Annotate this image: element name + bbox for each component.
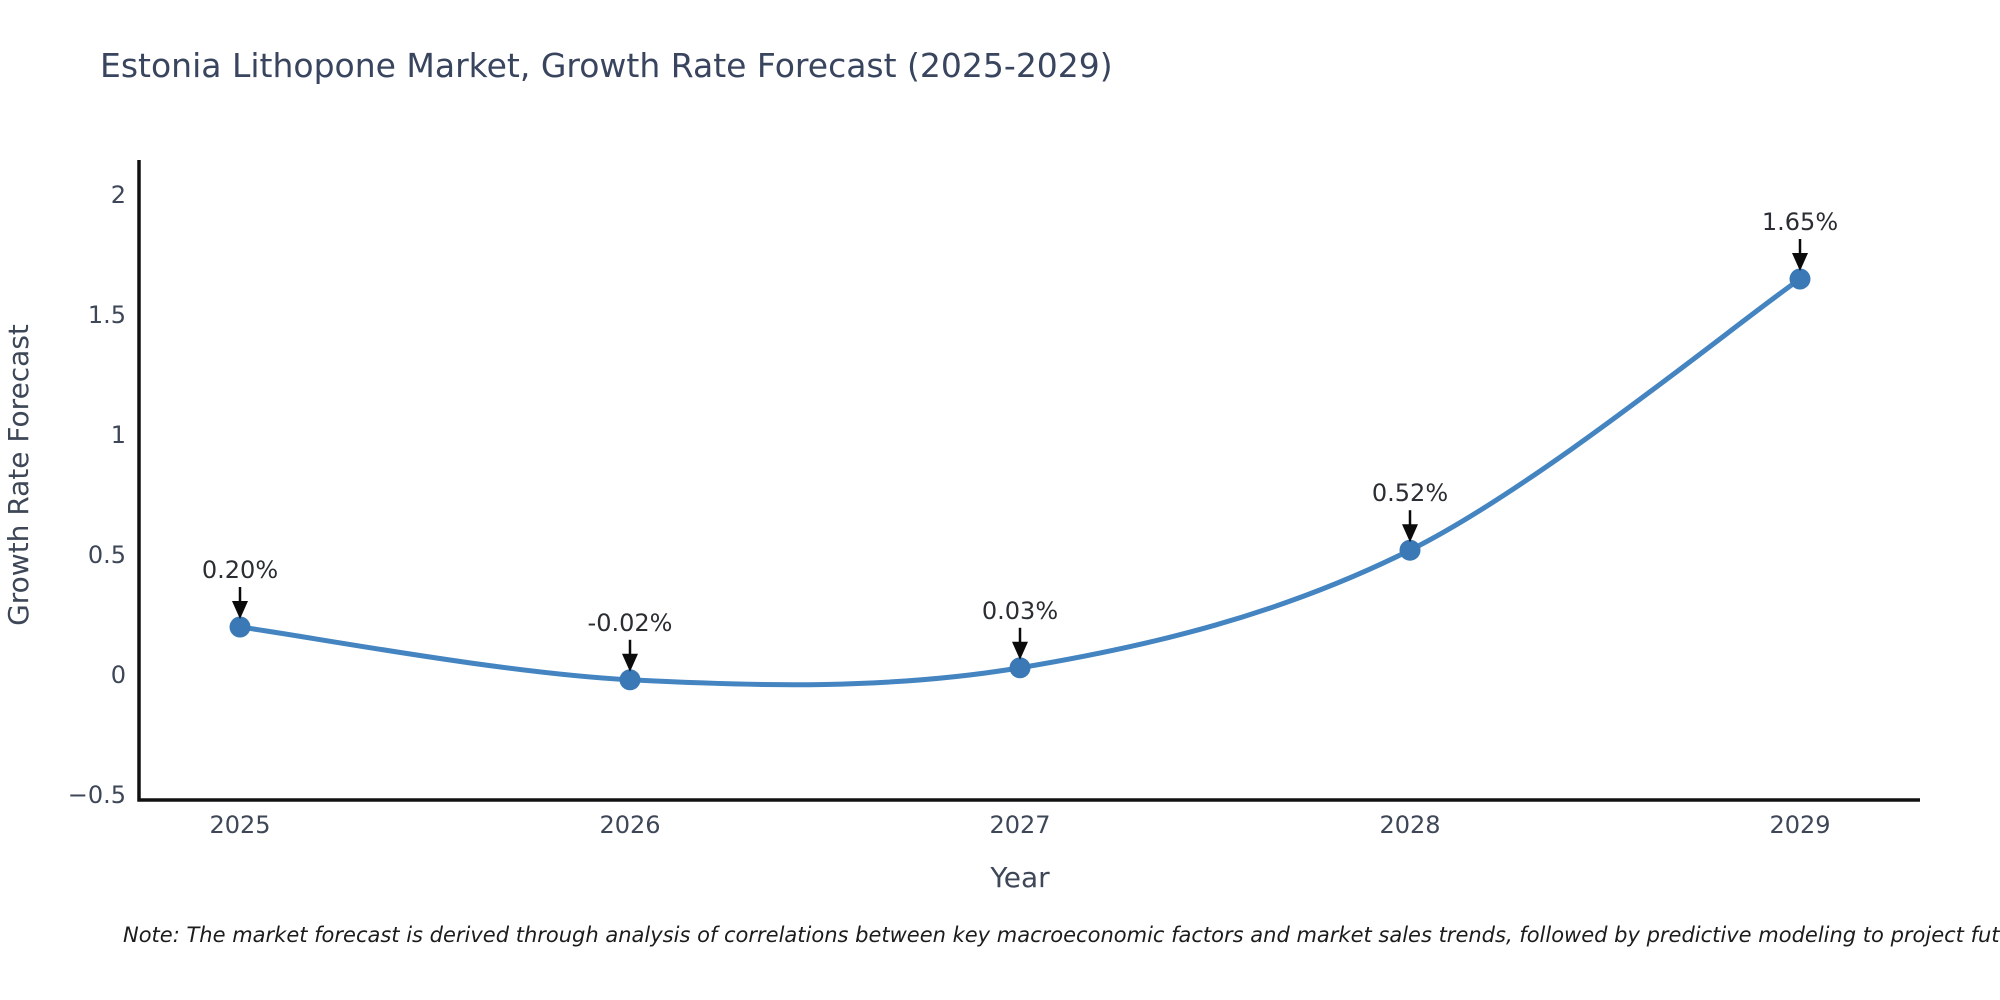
y-tick-label: 0.5	[88, 541, 126, 569]
axis-lines	[137, 160, 1920, 802]
data-point	[1009, 657, 1031, 679]
data-label: -0.02%	[588, 609, 673, 637]
x-tick-label: 2028	[1379, 811, 1440, 839]
footnote: Note: The market forecast is derived thr…	[123, 923, 2000, 947]
x-tick-label: 2025	[209, 811, 270, 839]
data-label: 0.52%	[1372, 479, 1448, 507]
y-tick-label: 2	[111, 181, 126, 209]
data-label: 1.65%	[1762, 208, 1838, 236]
y-axis-title: Growth Rate Forecast	[2, 324, 35, 626]
y-tick-label: 0	[111, 661, 126, 689]
chart-title: Estonia Lithopone Market, Growth Rate Fo…	[100, 46, 1113, 85]
x-tick-label: 2027	[989, 811, 1050, 839]
data-label: 0.03%	[982, 597, 1058, 625]
x-tick-label: 2029	[1769, 811, 1830, 839]
annotation-arrow-head	[1402, 524, 1418, 543]
data-label: 0.20%	[202, 556, 278, 584]
annotations: 0.20% -0.02% 0.03% 0.52% 1.65%	[202, 208, 1838, 672]
data-point	[1789, 268, 1811, 290]
annotation-arrow-head	[1012, 641, 1028, 660]
y-tick-label: −0.5	[68, 781, 126, 809]
data-point	[619, 669, 641, 691]
annotation-arrow-head	[1792, 253, 1808, 271]
y-tick-label: 1.5	[88, 301, 126, 329]
y-tick-labels: 2 1.5 1 0.5 0 −0.5	[68, 181, 126, 809]
x-tick-labels: 2025 2026 2027 2028 2029	[209, 811, 1830, 839]
x-axis-title: Year	[989, 861, 1050, 894]
x-tick-label: 2026	[599, 811, 660, 839]
data-point	[1399, 539, 1421, 561]
annotation-arrow-head	[622, 653, 638, 672]
annotation-arrow-head	[232, 601, 248, 619]
data-point	[229, 616, 251, 638]
y-tick-label: 1	[111, 421, 126, 449]
series-growth-rate	[229, 268, 1811, 691]
